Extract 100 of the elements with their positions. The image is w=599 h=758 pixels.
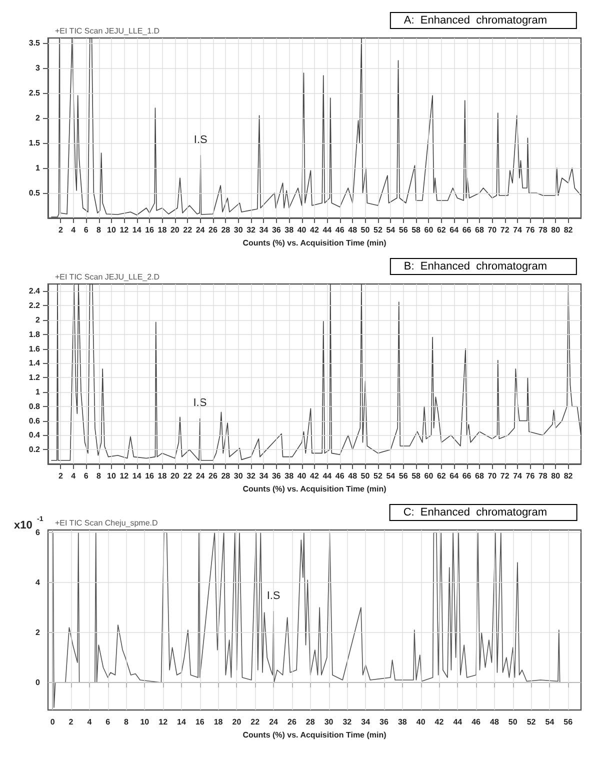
x-tick-label: 50	[360, 226, 370, 234]
y-tick-label: 2.2	[28, 301, 41, 310]
x-tick-label: 18	[158, 226, 168, 234]
x-tick-label: 40	[297, 472, 307, 480]
x-tick-label: 22	[183, 472, 193, 480]
x-tick-label: 36	[272, 472, 282, 480]
x-tick-label: 38	[398, 718, 408, 726]
x-tick-label: 10	[107, 472, 116, 480]
y-tick-label: 4	[36, 578, 41, 587]
chart-title: C: Enhanced chromatogram	[403, 506, 548, 518]
x-tick-label: 58	[412, 226, 422, 234]
x-tick-label: 54	[386, 226, 396, 234]
x-tick-label: 42	[434, 718, 444, 726]
x-tick-label: 82	[564, 472, 574, 480]
x-tick-label: 10	[140, 718, 150, 726]
x-tick-label: 70	[488, 226, 498, 234]
x-tick-label: 54	[545, 718, 555, 726]
y-tick-label: 0.4	[28, 430, 41, 440]
x-tick-label: 18	[214, 718, 224, 726]
chart-subtitle: +EI TIC Scan Cheju_spme.D	[55, 518, 158, 528]
x-tick-label: 62	[436, 226, 446, 234]
x-tick-label: 74	[513, 472, 523, 480]
x-tick-label: 62	[436, 472, 446, 480]
x-tick-label: 4	[71, 226, 76, 234]
x-tick-label: 60	[424, 472, 434, 480]
x-tick-label: 8	[96, 226, 102, 234]
x-tick-label: 28	[221, 226, 231, 234]
y-tick-label: 1	[36, 388, 41, 396]
x-tick-label: 48	[490, 718, 500, 726]
x-tick-label: 18	[158, 472, 168, 480]
x-tick-label: 38	[284, 472, 294, 480]
x-tick-label: 44	[322, 226, 332, 234]
y-tick-label: 1.2	[28, 373, 41, 382]
x-tick-label: 12	[120, 226, 130, 234]
x-tick-label: 8	[96, 472, 102, 480]
x-tick-label: 32	[246, 226, 256, 234]
annotation: I.S	[194, 134, 208, 146]
x-tick-label: 46	[335, 472, 345, 480]
y-tick-label: 6	[36, 528, 41, 537]
x-tick-label: 76	[526, 226, 536, 234]
x-tick-label: 80	[551, 226, 561, 234]
x-tick-label: 28	[306, 718, 316, 726]
x-tick-label: 4	[87, 718, 92, 726]
x-tick-label: 78	[538, 226, 548, 234]
x-tick-label: 14	[132, 472, 142, 480]
x-tick-label: 12	[120, 472, 130, 480]
x-tick-label: 48	[348, 226, 358, 234]
x-tick-label: 66	[462, 226, 472, 234]
x-tick-label: 72	[500, 472, 510, 480]
x-tick-label: 42	[310, 226, 320, 234]
x-tick-label: 34	[259, 472, 269, 480]
y-tick-label: 3.5	[28, 38, 41, 48]
x-tick-label: 0	[50, 718, 56, 726]
x-tick-label: 6	[84, 226, 89, 234]
x-tick-label: 50	[508, 718, 518, 726]
x-axis-title: Counts (%) vs. Acquisition Time (min)	[242, 238, 387, 248]
y-tick-label: 1.5	[28, 138, 41, 148]
x-tick-label: 20	[170, 226, 180, 234]
x-tick-label: 8	[124, 718, 130, 726]
x-tick-label: 44	[322, 472, 332, 480]
x-tick-label: 16	[145, 226, 155, 234]
x-tick-label: 36	[272, 226, 282, 234]
x-tick-label: 56	[564, 718, 574, 726]
x-tick-label: 76	[526, 472, 536, 480]
x-tick-label: 64	[450, 226, 460, 234]
y-tick-label: 0	[36, 678, 41, 687]
x-tick-label: 60	[424, 226, 434, 234]
x-tick-label: 10	[107, 226, 116, 234]
x-tick-label: 38	[284, 226, 294, 234]
x-tick-label: 34	[259, 226, 269, 234]
x-tick-label: 16	[145, 472, 155, 480]
x-tick-label: 32	[342, 718, 352, 726]
x-tick-label: 40	[416, 718, 426, 726]
x-tick-label: 82	[564, 226, 574, 234]
x-tick-label: 12	[158, 718, 168, 726]
annotation: I.S	[193, 397, 207, 410]
y-tick-label: 1.4	[28, 358, 41, 368]
x-tick-label: 28	[221, 472, 231, 480]
x-tick-label: 34	[361, 718, 371, 726]
x-tick-label: 2	[58, 472, 64, 480]
x-tick-label: 46	[472, 718, 482, 726]
x-tick-label: 52	[526, 718, 536, 726]
line-series	[50, 284, 582, 461]
y-tick-label: 0.8	[28, 402, 41, 411]
x-tick-label: 14	[132, 226, 142, 234]
x-tick-label: 6	[106, 718, 111, 726]
line-series	[50, 38, 582, 218]
y-tick-label: 0.6	[28, 416, 41, 426]
y-tick-label: 2	[36, 628, 41, 637]
x-tick-label: 16	[195, 718, 205, 726]
y-tick-label: 2	[36, 316, 41, 324]
chart-subtitle: +EI TIC Scan JEJU_LLE_1.D	[55, 26, 160, 36]
y-tick-label: 1.6	[28, 344, 41, 354]
y-tick-label: 0.5	[28, 188, 41, 198]
x-tick-label: 24	[269, 718, 279, 726]
y-tick-label: 2.5	[28, 88, 41, 98]
x-tick-label: 42	[310, 472, 320, 480]
chart-title: A: Enhanced chromatogram	[404, 14, 548, 26]
x-axis-title: Counts (%) vs. Acquisition Time (min)	[242, 730, 387, 740]
x-tick-label: 36	[380, 718, 389, 726]
